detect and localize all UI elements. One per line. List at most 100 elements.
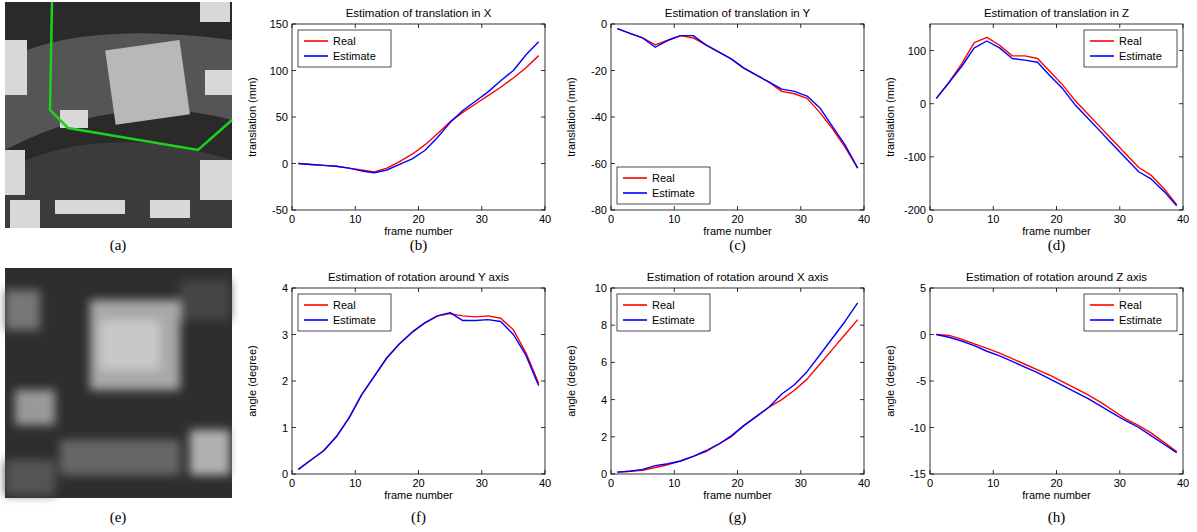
plot-area [292,24,545,210]
y-tick [930,381,934,382]
x-axis-title: frame number [703,489,772,501]
image-plane [200,2,230,22]
chart: Estimation of rotation around Z axis0102… [884,271,1189,526]
y-tick-label: -80 [591,204,607,216]
legend-label: Real [333,299,356,311]
y-tick [292,427,296,428]
y-axis-title: translation (mm) [884,77,896,156]
x-tick-label: 30 [795,477,807,489]
x-tick-label: 10 [668,477,680,489]
x-tick-label: 0 [608,477,614,489]
x-tick-label: 30 [1114,477,1126,489]
x-tick [355,206,356,210]
panel-caption: (e) [110,509,127,526]
series-group [617,29,857,169]
y-tick [292,334,296,335]
x-tick [481,206,482,210]
legend-swatch [623,192,647,194]
y-tick-label: 50 [276,111,288,123]
y-tick-label: -200 [904,204,926,216]
image-blob [180,280,230,320]
legend-swatch [623,177,647,179]
x-tick-top [481,288,482,292]
y-tick-right [860,399,864,400]
panel-caption: (h) [1048,509,1066,526]
image-blob [90,300,180,390]
image-bg [5,2,232,228]
x-tick-label: 40 [539,477,551,489]
y-tick-label: 4 [601,394,607,406]
x-tick [418,206,419,210]
image-plane [205,70,232,95]
x-tick-label: 30 [1114,213,1126,225]
y-tick-label: 0 [601,468,607,480]
chart: Estimation of translation in Y010203040-… [565,7,870,254]
chart-title: Estimation of rotation around X axis [647,271,829,283]
legend-swatch [304,55,328,57]
y-tick-label: 0 [920,329,926,341]
x-tick [993,206,994,210]
plot-frame [292,24,545,210]
y-tick-right [860,70,864,71]
image-blob [100,320,160,370]
image-a [5,2,232,228]
x-tick [674,470,675,474]
y-tick [611,163,615,164]
legend-swatch [1090,40,1114,42]
x-tick-top [1119,24,1120,28]
image-blob [15,390,55,425]
image-blob [5,290,40,330]
y-tick-label: 5 [920,282,926,294]
y-tick-label: 0 [920,98,926,110]
x-tick [1056,470,1057,474]
series-line [617,320,857,473]
x-tick [993,470,994,474]
y-tick-label: 10 [595,282,607,294]
panel-caption: (a) [110,237,127,254]
y-axis-title: translation (mm) [565,77,577,156]
x-tick-top [737,24,738,28]
legend-swatch [1090,304,1114,306]
image-blob [60,440,180,475]
legend-swatch [304,40,328,42]
legend-box [298,294,391,331]
image-outline [50,2,232,150]
y-tick-label: 100 [270,65,288,77]
legend: RealEstimate [298,30,391,67]
x-tick-top [1119,288,1120,292]
chart-title: Estimation of translation in Y [665,7,811,19]
y-tick-right [1179,156,1183,157]
y-tick-label: 2 [601,431,607,443]
x-axis-title: frame number [384,489,453,501]
legend-box [617,167,710,204]
image-patch [105,40,190,125]
x-tick-top [1056,24,1057,28]
y-tick-label: -15 [910,468,926,480]
legend: Real Estimate [298,294,391,331]
y-tick-label: 0 [601,18,607,30]
plot-frame [930,288,1183,474]
chart: Estimation of translation in X010203040-… [246,7,551,254]
y-tick-label: 0 [282,158,288,170]
y-tick [930,427,934,428]
legend-swatch [623,319,647,321]
legend-box [617,294,710,331]
x-tick-label: 30 [476,477,488,489]
image-blob [5,460,55,495]
legend-label: Estimate [1119,50,1162,62]
x-tick [1056,206,1057,210]
series-group [298,313,538,470]
plot-area [611,288,864,474]
x-tick-top [355,288,356,292]
y-tick-right [860,362,864,363]
y-tick [930,103,934,104]
x-tick [418,470,419,474]
legend-box [298,30,391,67]
legend-label: Estimate [333,314,376,326]
x-tick-top [993,288,994,292]
x-tick [1119,206,1120,210]
image-plane [5,40,27,95]
x-tick-label: 30 [795,213,807,225]
x-tick-top [737,288,738,292]
plot-area [930,24,1183,210]
